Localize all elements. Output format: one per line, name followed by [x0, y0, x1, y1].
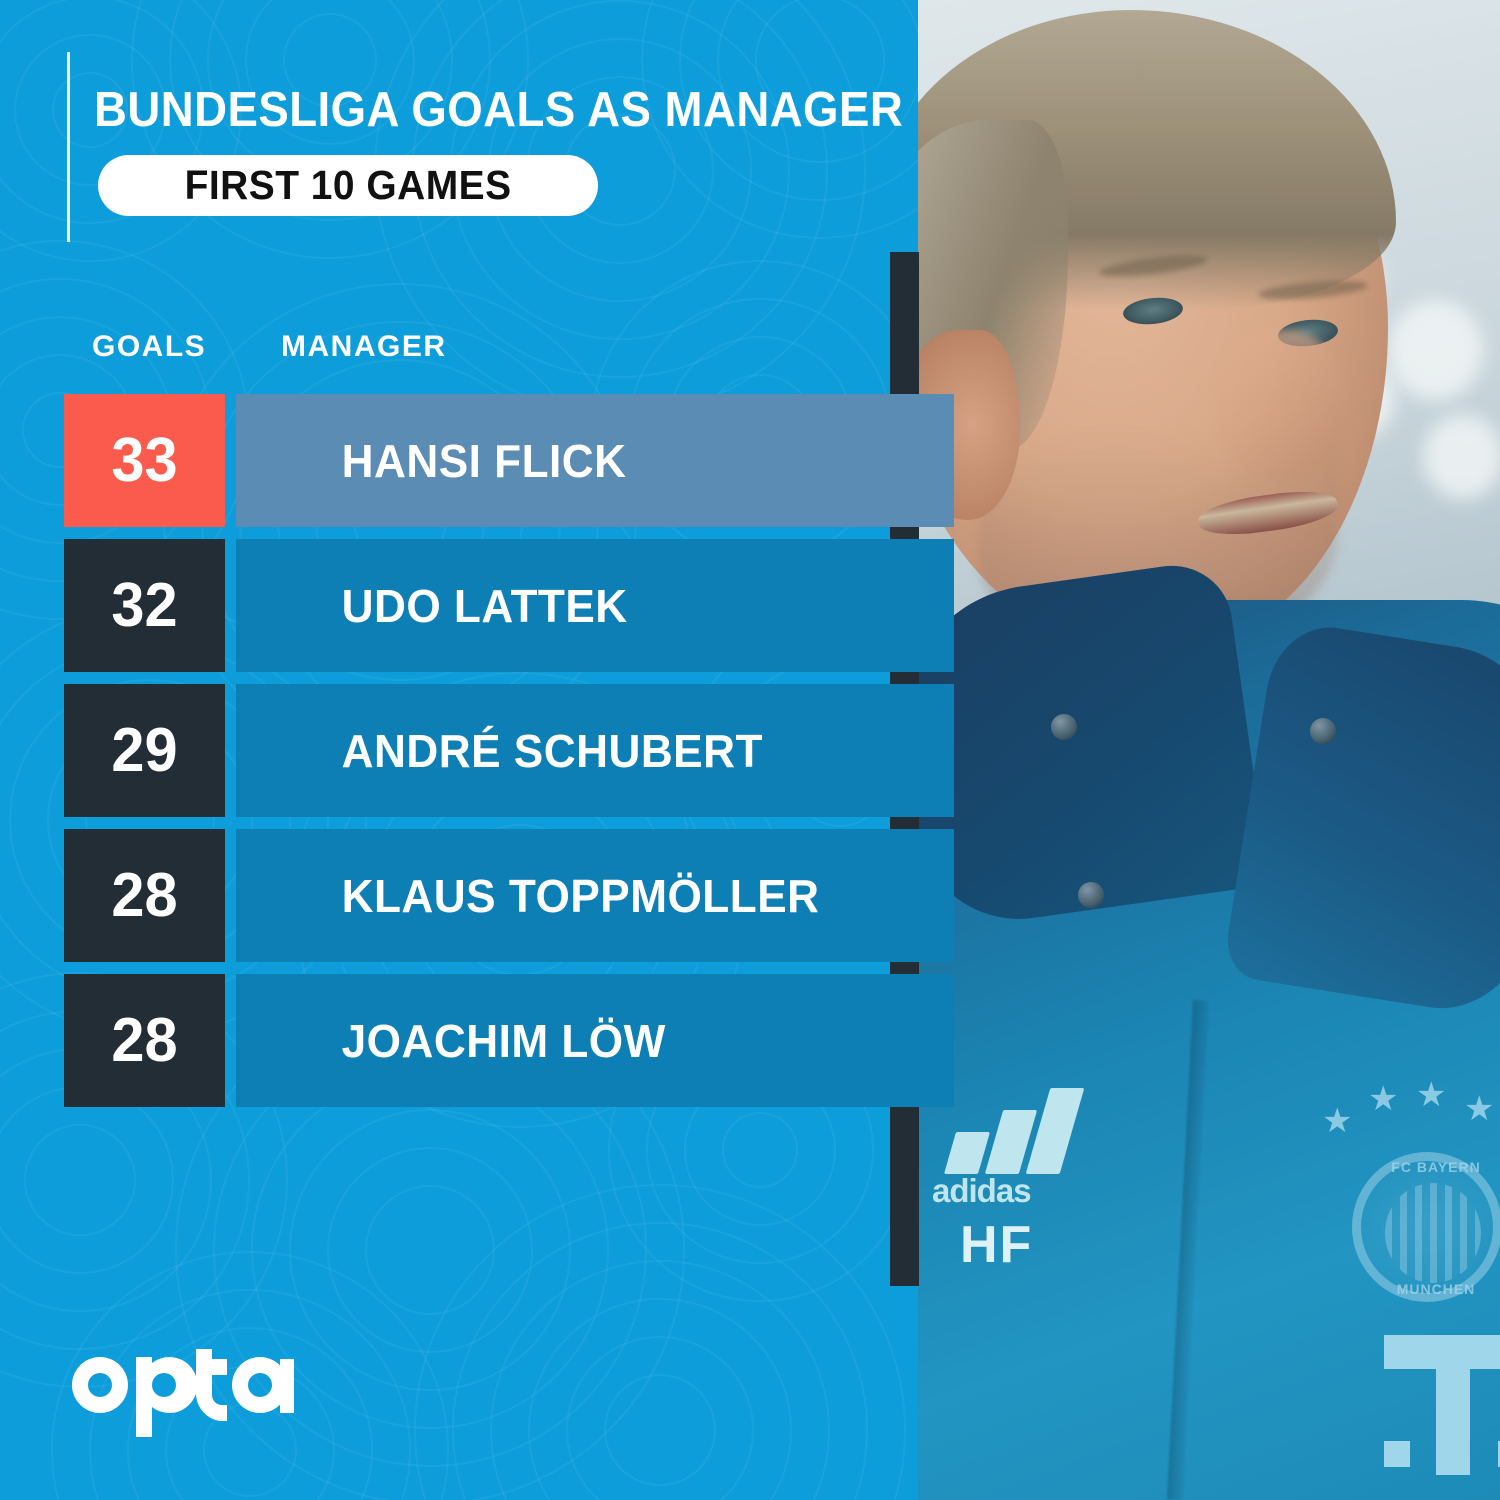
crest-top-label: FC BAYERN: [1391, 1159, 1481, 1175]
page-title: BUNDESLIGA GOALS AS MANAGER: [94, 83, 904, 137]
manager-name: UDO LATTEK: [341, 579, 628, 632]
championship-star-icon: ★: [1464, 1090, 1495, 1128]
subtitle-pill: FIRST 10 GAMES: [98, 155, 598, 216]
jacket-snap: [1051, 714, 1077, 740]
fc-bayern-crest-icon: FC BAYERN MUNCHEN: [1352, 1152, 1500, 1302]
goals-value: 29: [111, 716, 178, 785]
manager-cell: UDO LATTEK: [236, 539, 954, 672]
crest-stripes: [1385, 1183, 1481, 1283]
manager-name: HANSI FLICK: [341, 434, 627, 487]
manager-name: JOACHIM LÖW: [341, 1014, 666, 1067]
manager-cell: ANDRÉ SCHUBERT: [236, 684, 954, 817]
jacket-collar-left: [918, 557, 1270, 933]
goals-cell: 28: [64, 974, 225, 1107]
goals-value: 33: [111, 426, 178, 495]
championship-star-icon: ★: [1322, 1102, 1353, 1140]
manager-name: ANDRÉ SCHUBERT: [341, 724, 763, 777]
bokeh-light: [1423, 415, 1500, 499]
manager-name: KLAUS TOPPMÖLLER: [341, 869, 820, 922]
manager-cell: KLAUS TOPPMÖLLER: [236, 829, 954, 962]
manager-cell: JOACHIM LÖW: [236, 974, 954, 1107]
goals-cell: 33: [64, 394, 225, 527]
manager-cell: HANSI FLICK: [236, 394, 954, 527]
goals-value: 28: [111, 1006, 178, 1075]
opta-logo: opta: [64, 1349, 294, 1441]
crest-bottom-label: MUNCHEN: [1396, 1281, 1476, 1297]
column-header-manager: MANAGER: [281, 330, 447, 363]
championship-star-icon: ★: [1416, 1076, 1447, 1114]
column-header-goals: GOALS: [92, 330, 207, 363]
goals-value: 28: [111, 861, 178, 930]
goals-cell: 29: [64, 684, 225, 817]
goals-value: 32: [111, 571, 178, 640]
subtitle-pill-label: FIRST 10 GAMES: [184, 162, 512, 208]
jacket-snap: [1310, 718, 1336, 744]
adidas-wordmark: adidas: [932, 1172, 1032, 1209]
bokeh-light: [1388, 300, 1483, 400]
manager-ranking-table: 33 HANSI FLICK 32 UDO LATTEK 29 ANDRÉ SCHUBER…: [64, 394, 954, 1107]
jacket-snap: [1078, 882, 1104, 908]
manager-photo: adidas HF FC BAYERN MUNCHEN ★ ★ ★ ★: [918, 0, 1500, 1500]
jacket-initials: HF: [960, 1216, 1034, 1274]
title-accent-line: [67, 52, 70, 242]
nose: [1218, 330, 1348, 480]
goals-cell: 28: [64, 829, 225, 962]
telekom-sponsor-icon: [1384, 1335, 1500, 1475]
championship-star-icon: ★: [1368, 1080, 1399, 1118]
goals-cell: 32: [64, 539, 225, 672]
